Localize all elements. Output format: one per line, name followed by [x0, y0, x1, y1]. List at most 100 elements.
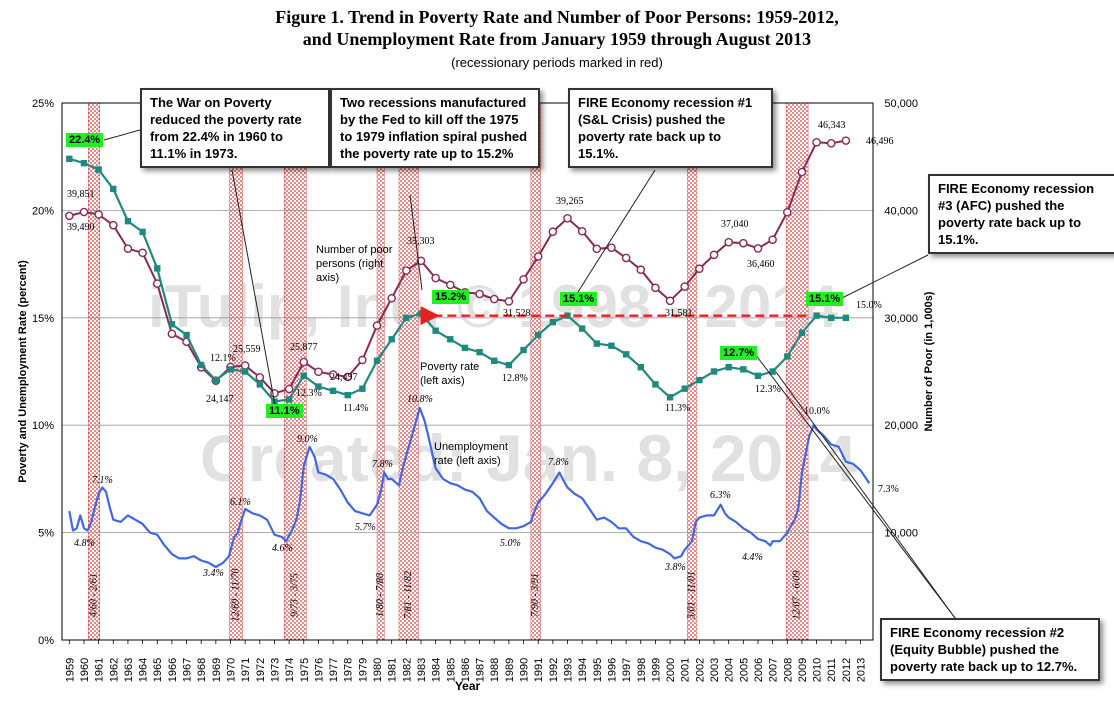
x-tick-label: 1975: [299, 658, 311, 682]
poor-marker: [343, 372, 353, 382]
x-tick-label: 1984: [431, 658, 443, 682]
poor-label-24497: 24,497: [330, 372, 358, 383]
x-tick-label: 1976: [313, 658, 325, 682]
highlight-15-1-2010: 15.1%: [806, 292, 844, 306]
y-tick-label-right: 40,000: [884, 205, 918, 217]
x-tick-label: 2008: [782, 658, 794, 682]
poor-label-37040: 37,040: [721, 219, 749, 230]
y-tick-label-left: 25%: [32, 98, 54, 110]
y-tick-label-left: 0%: [38, 635, 54, 647]
x-tick-label: 1961: [94, 658, 106, 682]
poor-marker: [533, 252, 543, 261]
poverty-marker: [842, 314, 850, 321]
poor-marker: [108, 220, 118, 230]
poor-marker: [797, 167, 807, 177]
x-tick-label: 2006: [753, 658, 765, 682]
poverty-label-2006: 12.3%: [755, 384, 781, 395]
poverty-marker: [740, 366, 747, 373]
poor-marker: [475, 289, 484, 299]
recession-label: 4/60 - 2/61: [88, 573, 99, 617]
recession-bar: [530, 102, 541, 641]
x-tick-label: 1969: [211, 658, 223, 682]
poor-label-39265: 39,265: [556, 196, 584, 207]
unemp-label-2006: 4.4%: [742, 552, 763, 563]
x-tick-label: 1978: [343, 658, 355, 682]
poverty-marker: [139, 228, 146, 236]
recession-bar: [376, 102, 385, 641]
poverty-marker: [227, 366, 234, 373]
unemp-label-2003: 6.3%: [710, 490, 731, 501]
y-tick-label-left: 20%: [32, 205, 54, 217]
recession-bar: [398, 102, 419, 641]
poverty-marker: [828, 314, 835, 321]
x-tick-label: 1967: [182, 658, 194, 682]
poverty-marker: [622, 351, 630, 358]
poverty-marker: [300, 372, 307, 379]
poor-marker: [138, 248, 147, 258]
poverty-label-2000: 11.3%: [665, 403, 691, 414]
poor-marker: [431, 273, 440, 283]
poor-marker: [358, 355, 367, 365]
x-tick-label: 1999: [650, 658, 662, 682]
annotation-fire-recession-1: FIRE Economy recession #1 (S&L Crisis) p…: [568, 88, 773, 168]
x-tick-label: 1959: [64, 658, 76, 682]
poverty-label-2012: 15.0%: [856, 300, 882, 311]
poor-marker: [255, 372, 265, 382]
poverty-marker: [241, 368, 249, 375]
leader-fire-recession-2-b: [775, 371, 956, 619]
x-tick-label: 1990: [519, 658, 531, 682]
poor-marker: [695, 264, 704, 274]
poor-marker: [607, 243, 616, 252]
poverty-marker: [154, 265, 161, 272]
poverty-marker: [285, 396, 293, 403]
poor-marker: [79, 207, 89, 217]
unemp-label-1992: 7.8%: [548, 457, 569, 468]
poor-marker: [651, 283, 660, 293]
poor-marker: [768, 235, 777, 244]
poverty-marker: [505, 361, 513, 369]
unemp-label-2009: 10.0%: [804, 406, 830, 417]
x-tick-label: 1964: [138, 658, 150, 682]
unemp-label-1971: 6.1%: [230, 497, 251, 508]
x-tick-label: 1983: [416, 658, 428, 682]
recession-label: 1/80 - 7/80: [375, 573, 386, 617]
series-line-unemployment: [68, 406, 871, 569]
y-tick-label-right: 50,000: [884, 98, 918, 110]
poor-marker: [372, 321, 382, 330]
poverty-marker: [403, 314, 410, 321]
poverty-marker: [95, 166, 102, 173]
poverty-marker: [183, 331, 190, 339]
poor-label-39851: 39,851: [67, 189, 95, 200]
poverty-marker: [168, 321, 176, 328]
watermark-line1: iTulip, Inc. © 1998 - 2014: [148, 273, 839, 340]
poor-marker: [402, 266, 411, 275]
series-label-unemployment: Unemployment rate (left axis): [434, 441, 508, 467]
x-tick-label: 1960: [79, 658, 91, 682]
x-tick-label: 1997: [621, 658, 633, 682]
poverty-marker: [66, 155, 73, 163]
unemp-label-1980: 7.8%: [372, 459, 393, 470]
chart-title-line1: Figure 1. Trend in Poverty Rate and Numb…: [275, 7, 839, 27]
unemp-label-2000: 3.8%: [665, 562, 686, 573]
recession-label: 7/90 - 3/91: [530, 573, 541, 617]
x-tick-label: 2009: [797, 658, 809, 682]
recession-label: 12/69 - 11/70: [230, 568, 241, 621]
y-tick-label-left: 10%: [32, 420, 54, 432]
leader-war-on-poverty-start: [103, 129, 141, 141]
recession-bar: [88, 102, 101, 641]
x-tick-label: 2002: [694, 658, 706, 682]
y-axis-title-right: Number of Poor (in 1,000s): [923, 291, 935, 431]
y-axis-title-left: Poverty and Unemployment Rate (percent): [17, 260, 29, 483]
x-tick-label: 2007: [768, 658, 780, 682]
recession-label: 7/81 - 11/82: [403, 571, 414, 619]
leader-war-on-poverty-end: [231, 169, 276, 406]
poverty-marker: [417, 310, 425, 317]
poverty-marker: [447, 336, 454, 343]
watermark-line2: Created: Jan. 8, 2014: [200, 421, 857, 495]
poor-marker: [680, 282, 690, 291]
poor-marker: [548, 227, 558, 237]
annotation-war-on-poverty: The War on Poverty reduced the poverty r…: [140, 88, 330, 168]
poor-marker: [841, 136, 851, 145]
unemp-label-1973: 4.6%: [272, 543, 293, 554]
poor-marker: [504, 297, 514, 306]
